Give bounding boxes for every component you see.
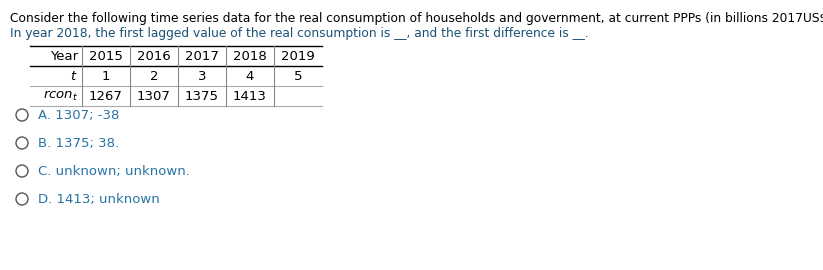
Text: 2016: 2016 — [137, 49, 171, 62]
Text: C. unknown; unknown.: C. unknown; unknown. — [38, 164, 190, 177]
Text: 1413: 1413 — [233, 89, 267, 103]
Text: 2017: 2017 — [185, 49, 219, 62]
Text: 4: 4 — [246, 69, 254, 83]
Text: B. 1375; 38.: B. 1375; 38. — [38, 137, 119, 150]
Text: 1375: 1375 — [185, 89, 219, 103]
Text: 3: 3 — [198, 69, 207, 83]
Text: Year: Year — [50, 49, 78, 62]
Text: 1307: 1307 — [137, 89, 171, 103]
Text: 2018: 2018 — [233, 49, 267, 62]
Text: Consider the following time series data for the real consumption of households a: Consider the following time series data … — [10, 12, 823, 25]
Text: A. 1307; -38: A. 1307; -38 — [38, 109, 119, 122]
Text: 2: 2 — [150, 69, 158, 83]
Text: In year 2018, the first lagged value of the real consumption is __, and the firs: In year 2018, the first lagged value of … — [10, 27, 588, 40]
Text: $t$: $t$ — [71, 69, 78, 83]
Text: 2015: 2015 — [89, 49, 123, 62]
Text: $\mathit{rcon}_t$: $\mathit{rcon}_t$ — [43, 89, 78, 103]
Text: 1: 1 — [102, 69, 110, 83]
Text: 5: 5 — [294, 69, 302, 83]
Text: D. 1413; unknown: D. 1413; unknown — [38, 193, 160, 205]
Text: 1267: 1267 — [89, 89, 123, 103]
Text: 2019: 2019 — [281, 49, 315, 62]
